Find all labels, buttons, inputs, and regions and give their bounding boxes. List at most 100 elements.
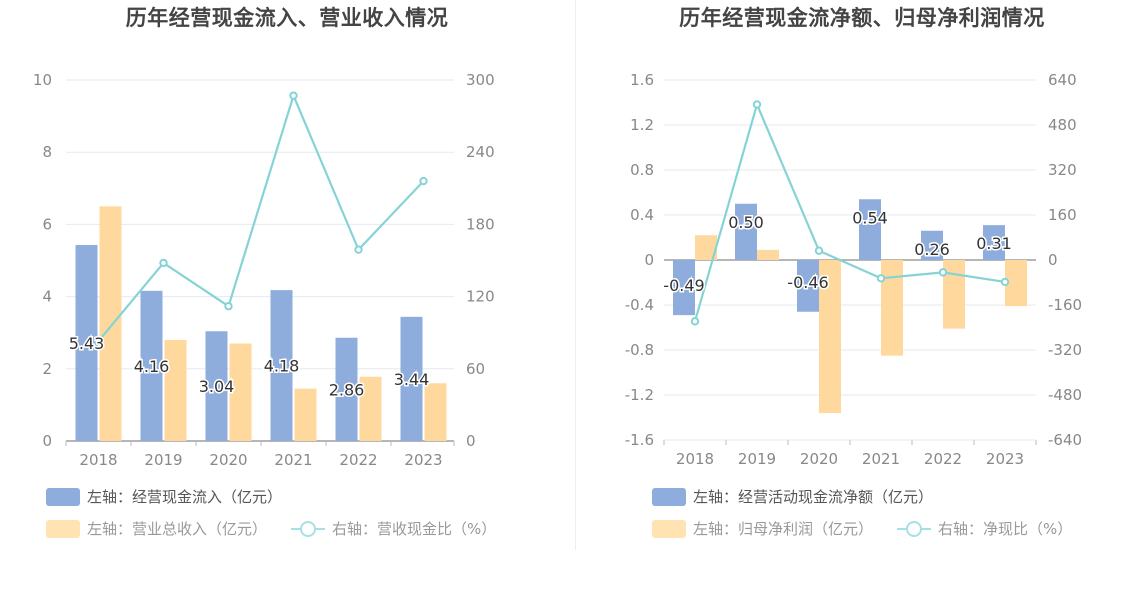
bar-data-label: 3.04 <box>199 377 235 396</box>
bar-data-label: 0.31 <box>976 234 1012 253</box>
left-axis-tick-label: 6 <box>42 215 52 233</box>
bar-secondary <box>229 343 252 441</box>
series-line <box>97 92 425 342</box>
right-axis-tick-label: -320 <box>1048 341 1082 359</box>
line-point <box>224 302 233 311</box>
line-point <box>419 176 428 186</box>
line-point <box>814 246 824 255</box>
bar-secondary <box>1005 260 1027 307</box>
left-axis-tick-label: 2 <box>42 360 52 378</box>
panel-divider <box>575 0 576 550</box>
x-axis-tick-label: 2023 <box>404 451 442 469</box>
x-axis-tick-label: 2020 <box>209 451 247 469</box>
bar-primary <box>673 260 695 316</box>
right-axis-tick-label: 320 <box>1048 161 1077 179</box>
line-point <box>94 336 103 346</box>
bar-secondary <box>819 260 841 413</box>
right-axis-tick-label: 480 <box>1048 116 1077 134</box>
legend-item-net-cash-ratio[interactable]: 右轴：净现比（%） <box>897 518 1072 539</box>
bar-primary <box>797 260 819 312</box>
bar-secondary <box>881 260 903 356</box>
legend-swatch-blue-icon <box>46 487 80 506</box>
bar-data-label: -0.49 <box>663 276 704 295</box>
legend-item-net-profit[interactable]: 左轴：归母净利润（亿元） <box>652 518 873 539</box>
line-point <box>876 274 886 283</box>
x-axis-tick-label: 2019 <box>738 450 776 468</box>
bar-data-label: 4.18 <box>264 357 300 376</box>
bar-data-label: 4.16 <box>134 357 170 376</box>
bar-primary <box>205 331 228 441</box>
bar-secondary <box>99 206 122 441</box>
legend-item-net-cashflow[interactable]: 左轴：经营活动现金流净额（亿元） <box>652 486 933 507</box>
line-point <box>690 317 700 326</box>
legend-right-row-1: 左轴：经营活动现金流净额（亿元） <box>652 486 957 507</box>
line-point <box>159 258 168 268</box>
right-axis-tick-label: 240 <box>466 143 495 161</box>
bar-primary <box>270 290 293 441</box>
left-axis-tick-label: 8 <box>42 143 52 161</box>
right-axis-tick-label: 180 <box>466 215 495 233</box>
legend-label: 左轴：归母净利润（亿元） <box>693 520 874 538</box>
bar-secondary <box>164 339 187 441</box>
line-point <box>289 91 298 100</box>
chart-panel-right: 历年经营现金流净额、归母净利润情况 -1.6 -1.2 -0.8 -0.4 0 0.4 0.… <box>576 0 1148 589</box>
right-axis-tick-label: 0 <box>1048 251 1058 269</box>
left-axis-tick-label: 0.8 <box>630 161 654 179</box>
bar-primary <box>859 199 881 260</box>
line-point <box>752 100 762 109</box>
left-axis-tick-label: 0 <box>42 432 52 450</box>
legend-swatch-orange-icon <box>46 519 80 538</box>
line-point <box>938 268 948 277</box>
legend-line-circle-icon <box>291 520 326 538</box>
right-axis-tick-label: 300 <box>466 71 495 89</box>
legend-left-row-1: 左轴：经营现金流入（亿元） <box>46 486 306 507</box>
legend-swatch-blue-icon <box>652 487 686 506</box>
bar-secondary <box>757 249 779 260</box>
left-axis-tick-label: 0 <box>644 251 654 269</box>
x-axis-tick-label: 2022 <box>924 450 962 468</box>
left-axis-tick-label: -0.8 <box>625 341 654 359</box>
bar-data-label: 0.50 <box>728 213 764 232</box>
right-axis-tick-label: 640 <box>1048 71 1077 89</box>
chart-canvas-right: -1.6 -1.2 -0.8 -0.4 0 0.4 0.8 1.2 1.6 -640 -480 -32… <box>625 71 1082 468</box>
x-axis-tick-label: 2018 <box>79 451 117 469</box>
legend-line-circle-icon <box>897 520 932 538</box>
bar-primary <box>335 337 358 441</box>
bar-primary <box>735 203 757 260</box>
right-axis-tick-label: 0 <box>466 432 476 450</box>
left-axis-tick-label: 1.2 <box>630 116 654 134</box>
bar-primary <box>921 230 943 260</box>
legend-label: 右轴：营收现金比（%） <box>332 520 497 538</box>
chart-panel-left: 历年经营现金流入、营业收入情况 0 2 4 6 8 10 0 60 120 180 240 300 20… <box>33 6 520 539</box>
bar-primary <box>75 244 98 441</box>
series-line <box>693 101 1006 322</box>
bar-data-label: 5.43 <box>69 334 105 353</box>
bar-secondary <box>943 260 965 329</box>
left-axis-tick-label: 1.6 <box>630 71 654 89</box>
bar-data-label: 0.26 <box>914 240 950 259</box>
line-point <box>354 245 363 254</box>
legend-label: 右轴：净现比（%） <box>938 520 1073 538</box>
x-axis-tick-label: 2020 <box>800 450 838 468</box>
legend-left-row-2: 左轴：营业总收入（亿元） 右轴：营收现金比（%） <box>46 518 520 539</box>
left-axis-tick-label: -1.2 <box>625 386 654 404</box>
bar-data-label: 2.86 <box>329 380 365 399</box>
x-axis-tick-label: 2018 <box>676 450 714 468</box>
bar-data-label: 0.54 <box>852 208 888 227</box>
bar-data-label: 3.44 <box>394 370 430 389</box>
legend-item-inflow[interactable]: 左轴：经营现金流入（亿元） <box>46 486 282 507</box>
x-axis-tick-label: 2021 <box>862 450 900 468</box>
legend-item-ratio[interactable]: 右轴：营收现金比（%） <box>291 518 496 539</box>
chart-title-left: 历年经营现金流入、营业收入情况 <box>125 6 449 30</box>
legend-right-row-2: 左轴：归母净利润（亿元） 右轴：净现比（%） <box>652 518 1096 539</box>
legend-item-revenue[interactable]: 左轴：营业总收入（亿元） <box>46 518 267 539</box>
line-point <box>1000 277 1010 287</box>
right-axis-tick-label: -160 <box>1048 296 1082 314</box>
x-axis-tick-label: 2022 <box>339 451 377 469</box>
left-axis-tick-label: -0.4 <box>625 296 654 314</box>
legend-label: 左轴：营业总收入（亿元） <box>87 520 268 538</box>
bar-primary <box>140 290 163 441</box>
bar-secondary <box>424 383 447 441</box>
bar-secondary <box>359 376 382 441</box>
x-axis-tick-label: 2019 <box>144 451 182 469</box>
